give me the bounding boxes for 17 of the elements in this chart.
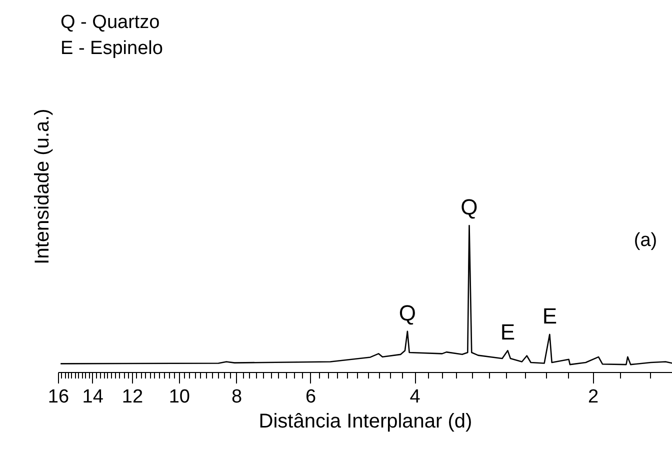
text: Q - Quartzo bbox=[60, 12, 160, 33]
x-tick-label: 2 bbox=[588, 386, 599, 408]
annotation: Q bbox=[460, 194, 478, 220]
x-axis-title: Distância Interplanar (d) bbox=[258, 410, 472, 432]
x-tick-label: 8 bbox=[231, 386, 242, 408]
text: E - Espinelo bbox=[60, 38, 163, 59]
x-tick-label: 6 bbox=[305, 386, 316, 408]
x-tick-label: 16 bbox=[48, 386, 70, 408]
x-tick-label: 10 bbox=[168, 386, 190, 408]
annotation: Q bbox=[398, 300, 416, 326]
x-tick-label: 4 bbox=[410, 386, 421, 408]
y-axis-title: Intensidade (u.a.) bbox=[32, 108, 54, 264]
annotation: E bbox=[500, 320, 516, 345]
x-tick-label: 12 bbox=[122, 386, 144, 408]
x-tick-label: 14 bbox=[82, 386, 104, 408]
annotation: (a) bbox=[634, 230, 658, 251]
annotation: E bbox=[542, 303, 558, 328]
